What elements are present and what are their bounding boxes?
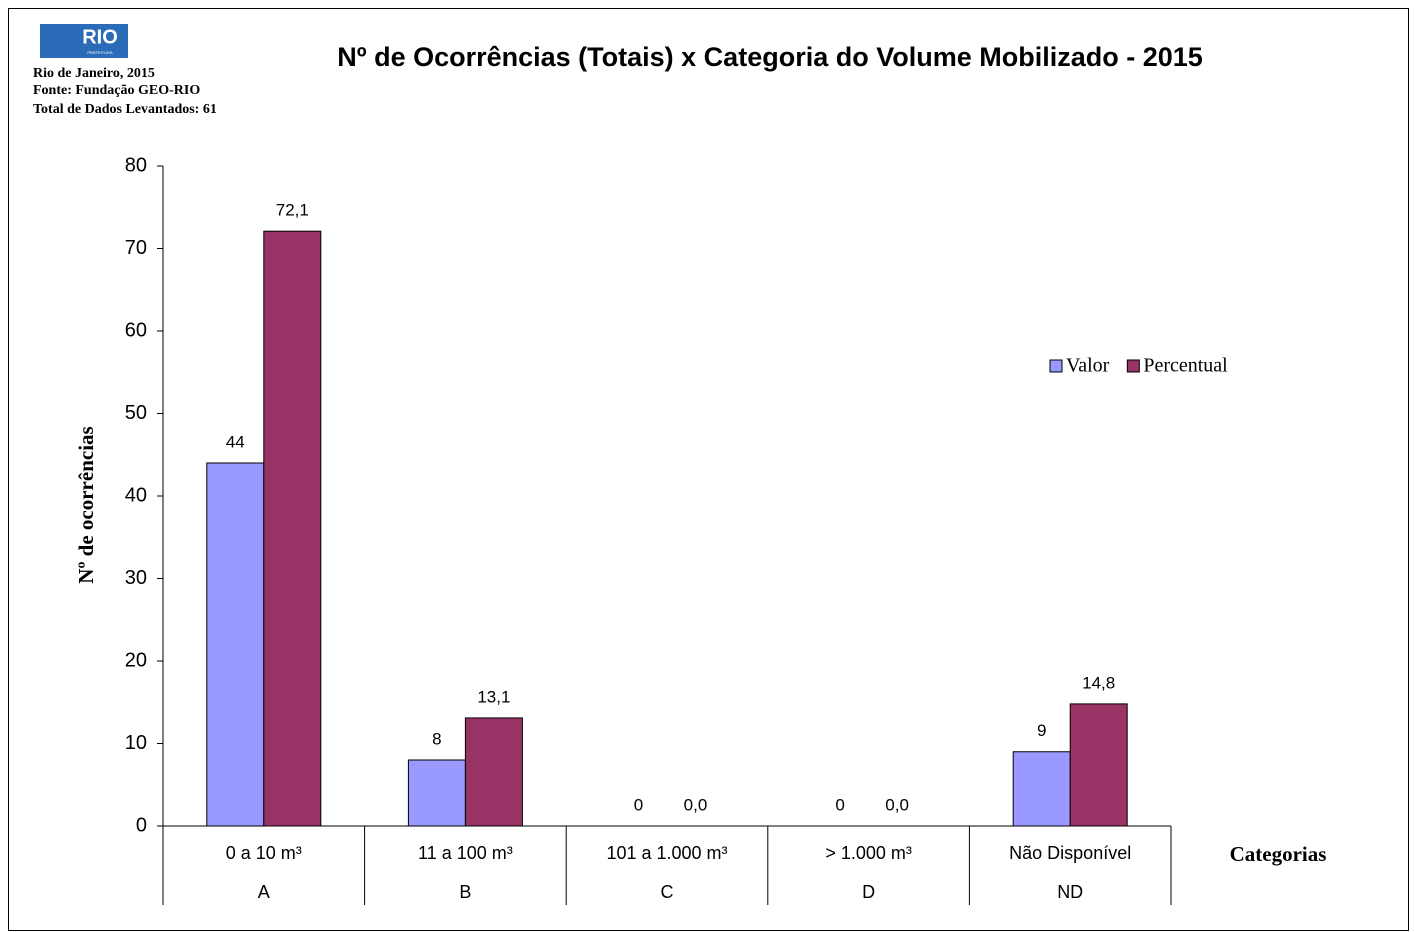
data-label: 0,0 <box>684 795 708 814</box>
y-tick-label: 0 <box>136 814 147 836</box>
x-tick-label: Não Disponível <box>1009 843 1131 863</box>
bar <box>407 759 466 827</box>
note: Total de Dados Levantados: 61 <box>33 102 217 117</box>
note: Fonte: Fundação GEO-RIO <box>33 83 200 98</box>
x-tick-label: > 1.000 m³ <box>825 843 912 863</box>
data-label: 44 <box>226 432 245 451</box>
y-tick-label: 10 <box>125 732 147 754</box>
logo-name: RIO <box>82 26 118 48</box>
data-label: 13,1 <box>477 687 510 706</box>
bar <box>206 462 265 827</box>
y-tick-label: 40 <box>125 484 147 506</box>
legend-swatch <box>1126 359 1140 373</box>
y-tick-label: 60 <box>125 319 147 341</box>
legend-label: Percentual <box>1143 355 1228 377</box>
data-label: 9 <box>1037 721 1046 740</box>
data-label: 72,1 <box>276 201 309 220</box>
x-subcategory-label: D <box>862 882 875 902</box>
x-subcategory-label: A <box>258 882 270 902</box>
bar <box>464 717 523 827</box>
x-subcategory-label: ND <box>1057 882 1083 902</box>
y-tick-label: 70 <box>125 237 147 259</box>
x-tick-label: 0 a 10 m³ <box>226 843 302 863</box>
x-subcategory-label: B <box>459 882 471 902</box>
bar <box>263 230 322 827</box>
data-label: 0 <box>634 795 643 814</box>
y-axis-label: Nº de ocorrências <box>74 426 98 583</box>
frame <box>8 8 1409 931</box>
y-tick-label: 30 <box>125 567 147 589</box>
logo-subtitle: PREFEITURA <box>87 50 113 55</box>
data-label: 8 <box>432 729 441 748</box>
bar <box>1069 703 1128 827</box>
logo <box>40 24 128 58</box>
x-tick-label: 11 a 100 m³ <box>418 843 513 863</box>
data-label: 14,8 <box>1082 673 1115 692</box>
x-axis-label: Categorias <box>1230 842 1327 866</box>
y-tick-label: 50 <box>125 402 147 424</box>
legend-label: Valor <box>1066 355 1110 377</box>
note: Rio de Janeiro, 2015 <box>33 66 155 81</box>
bar <box>1012 751 1071 827</box>
data-label: 0,0 <box>885 795 909 814</box>
chart-title: Nº de Ocorrências (Totais) x Categoria d… <box>337 42 1203 72</box>
x-tick-label: 101 a 1.000 m³ <box>606 843 727 863</box>
x-subcategory-label: C <box>661 882 674 902</box>
legend-swatch <box>1049 359 1063 373</box>
data-label: 0 <box>835 795 844 814</box>
y-tick-label: 80 <box>125 154 147 176</box>
y-tick-label: 20 <box>125 649 147 671</box>
